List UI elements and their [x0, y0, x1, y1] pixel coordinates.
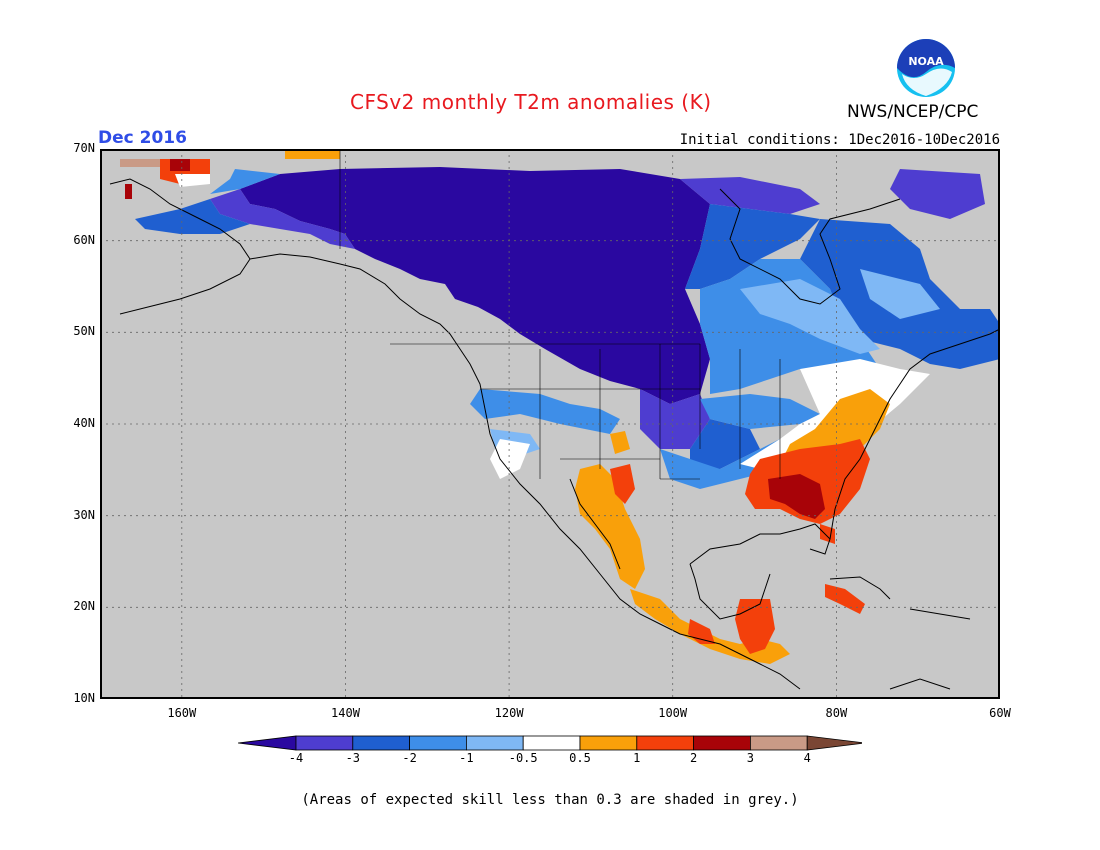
coastlines: [109, 178, 1000, 690]
noaa-logo-icon: NOAA: [897, 39, 955, 97]
colorbar-label: -4: [288, 751, 304, 765]
colorbar-segment: [409, 735, 467, 751]
longitude-label: 140W: [331, 706, 360, 720]
longitude-label: 120W: [494, 706, 524, 720]
longitude-label: 100W: [658, 706, 688, 720]
latitude-label: 20N: [73, 599, 95, 614]
graticule: [100, 149, 1000, 699]
anomaly-map: [100, 149, 1000, 699]
latitude-label: 40N: [73, 416, 95, 430]
colorbar-label: -3: [345, 751, 361, 765]
colorbar-arrow-high: [806, 735, 862, 751]
colorbar-arrow-low: [238, 735, 297, 751]
anomaly-region-cold-3: [210, 189, 355, 249]
colorbar-label: 3: [746, 751, 754, 765]
color-scale-bar: [238, 735, 862, 751]
initial-conditions: Initial conditions: 1Dec2016-10Dec2016: [679, 132, 1000, 148]
agency-label: NWS/NCEP/CPC: [847, 102, 979, 122]
map-title: CFSv2 monthly T2m anomalies (K): [350, 90, 712, 114]
colorbar-segment: [693, 735, 751, 751]
colorbar-segment: [352, 735, 411, 751]
latitude-label: 70N: [73, 141, 95, 155]
skill-footnote: (Areas of expected skill less than 0.3 a…: [301, 792, 799, 808]
longitude-label: 80W: [825, 706, 848, 720]
latitude-label: 60N: [73, 232, 95, 247]
anomaly-region-deep-cold: [240, 167, 710, 404]
colorbar-label: 2: [689, 751, 698, 765]
longitude-label: 60W: [989, 706, 1011, 720]
colorbar-label: -1: [459, 751, 474, 765]
colorbar-segment: [750, 735, 808, 751]
anomaly-region-cool: [740, 279, 880, 354]
latitude-label: 30N: [73, 507, 95, 522]
colorbar-segment: [579, 735, 638, 751]
colorbar-segment: [465, 735, 524, 751]
colorbar-label: -2: [402, 751, 417, 765]
anomaly-region-warm-3: [768, 474, 825, 519]
state-borders: [339, 149, 781, 480]
colorbar-label: 4: [803, 751, 811, 765]
colorbar-segment: [636, 735, 694, 751]
colorbar-segment: [295, 735, 354, 751]
forecast-month: Dec 2016: [98, 128, 187, 148]
longitude-label: 160W: [167, 706, 197, 720]
anomaly-region-cold-2: [685, 204, 820, 289]
svg-text:NOAA: NOAA: [908, 55, 944, 68]
colorbar-label: 1: [633, 751, 641, 765]
latitude-label: 50N: [73, 324, 95, 339]
colorbar-label: -0.5: [508, 751, 538, 765]
latitude-label: 10N: [73, 691, 95, 705]
colorbar-segment: [522, 735, 581, 751]
colorbar-label: 0.5: [569, 751, 591, 765]
